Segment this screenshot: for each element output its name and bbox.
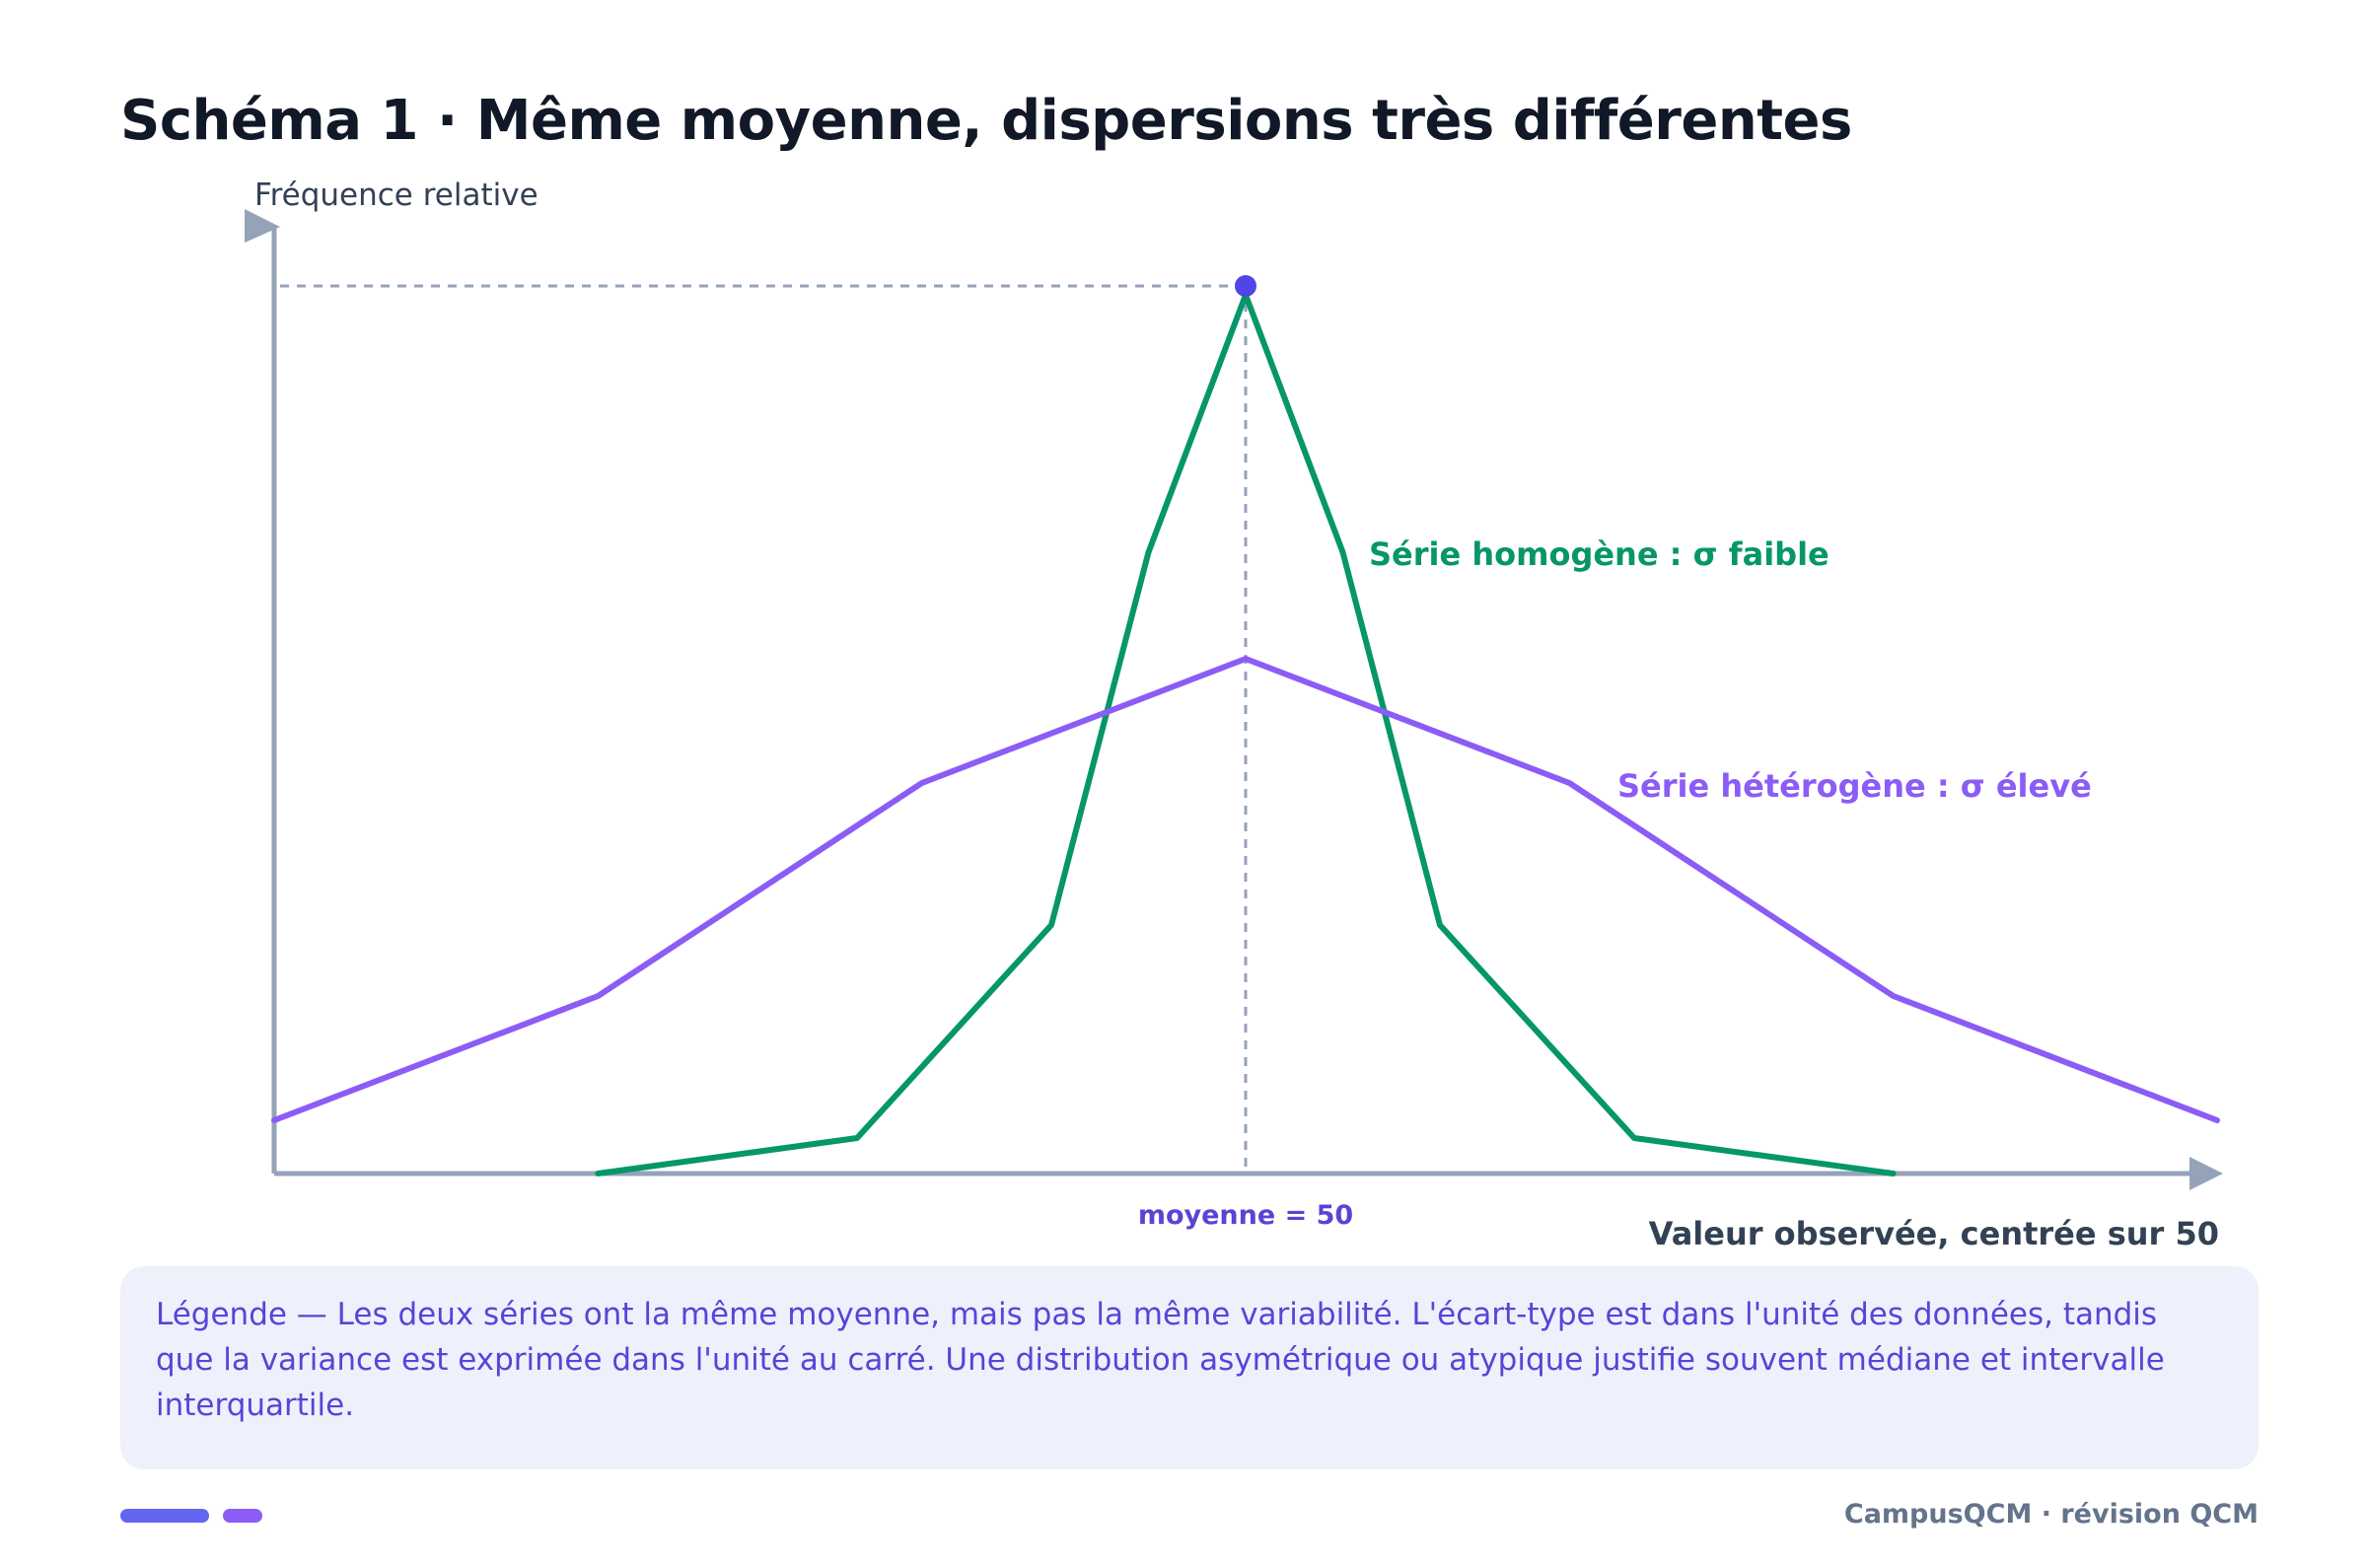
chart-labels: Fréquence relative Valeur observée, centr…	[254, 178, 2219, 1252]
y-axis-label: Fréquence relative	[254, 178, 538, 213]
legend-text: Légende — Les deux séries ont la même mo…	[156, 1297, 2165, 1423]
chart-guides	[280, 284, 1248, 1174]
footer-accent-bar	[120, 1509, 209, 1523]
y-axis-arrow-icon	[245, 209, 280, 243]
dispersion-chart: Fréquence relative Valeur observée, centr…	[245, 178, 2223, 1252]
peak-marker	[1235, 275, 1256, 297]
footer-brand: CampusQCM · révision QCM	[1843, 1499, 2259, 1530]
homogeneous-series-label: Série homogène : σ faible	[1369, 535, 1829, 573]
chart-series	[271, 275, 2220, 1176]
page-title: Schéma 1 · Même moyenne, dispersions trè…	[120, 89, 1852, 153]
mean-label: moyenne = 50	[1138, 1200, 1353, 1231]
heterogeneous-series-label: Série hétérogène : σ élevé	[1617, 767, 2092, 805]
x-axis-label: Valeur observée, centrée sur 50	[1649, 1215, 2219, 1252]
footer-accent-dot	[223, 1509, 262, 1523]
legend-box: Légende — Les deux séries ont la même mo…	[120, 1266, 2259, 1469]
x-axis-arrow-icon	[2189, 1157, 2223, 1190]
heterogeneous-series-line	[271, 656, 2220, 1123]
chart-axes	[245, 209, 2223, 1190]
